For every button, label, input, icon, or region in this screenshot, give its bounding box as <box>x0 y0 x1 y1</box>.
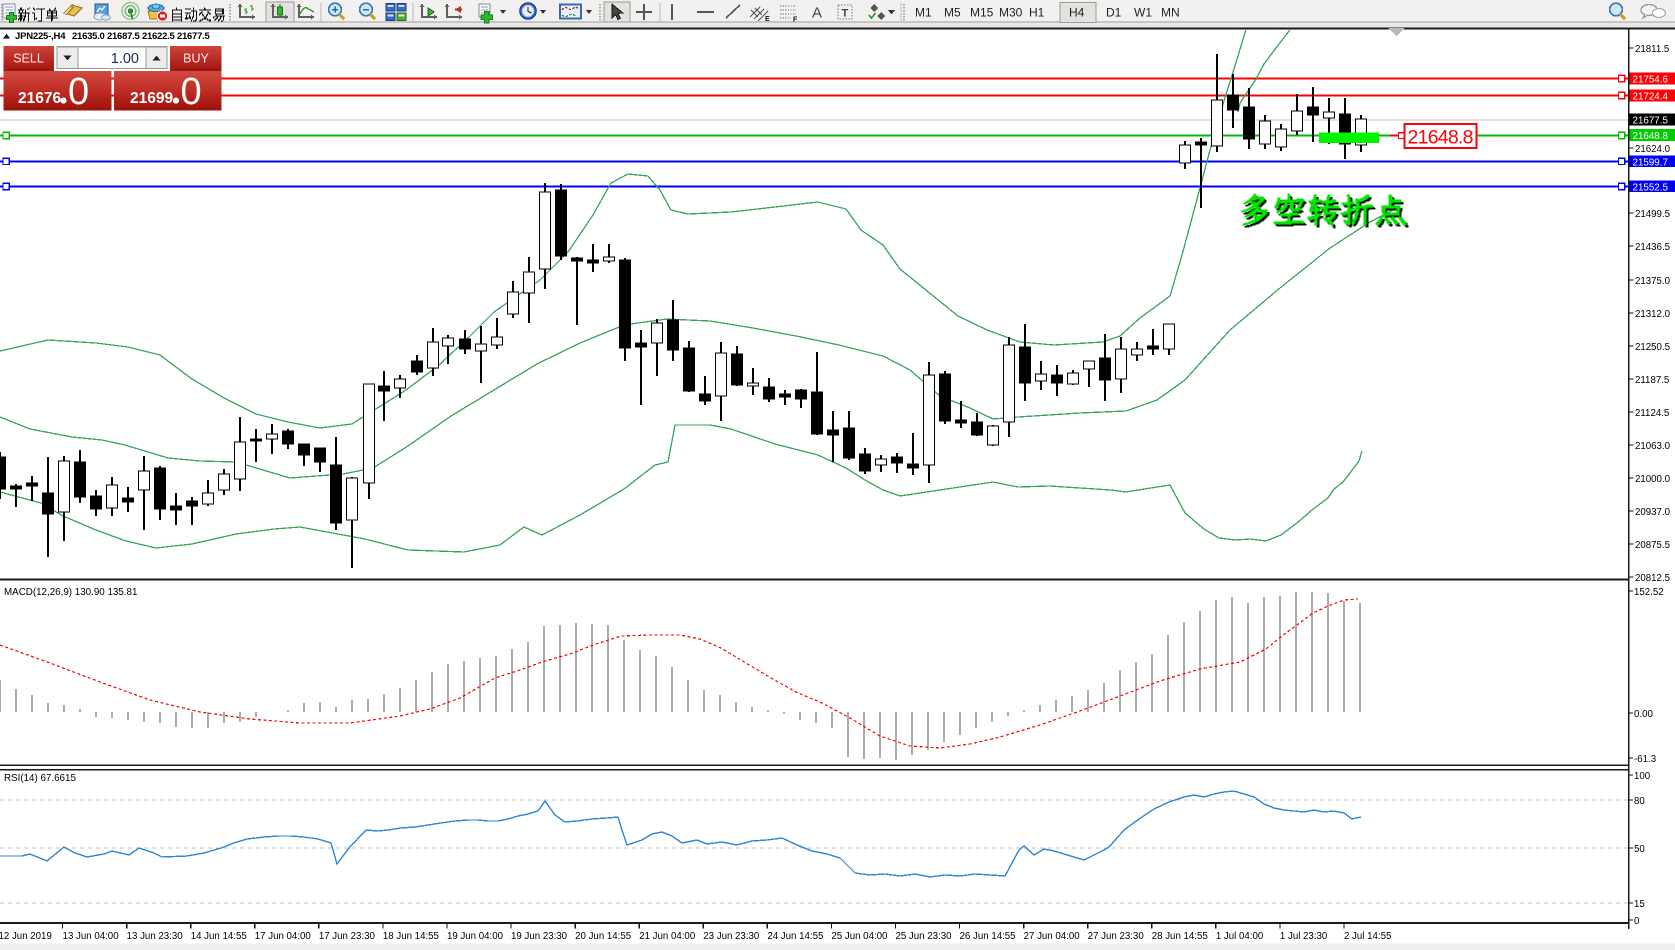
svg-text:25 Jun 04:00: 25 Jun 04:00 <box>831 931 888 942</box>
svg-text:13 Jun 23:30: 13 Jun 23:30 <box>127 931 184 942</box>
svg-text:27 Jun 23:30: 27 Jun 23:30 <box>1088 931 1145 942</box>
svg-text:BUY: BUY <box>183 52 209 66</box>
svg-text:21699: 21699 <box>130 90 173 107</box>
svg-text:1 Jul 04:00: 1 Jul 04:00 <box>1216 931 1264 942</box>
svg-text:20 Jun 14:55: 20 Jun 14:55 <box>575 931 631 942</box>
svg-text:21599.7: 21599.7 <box>1633 158 1668 169</box>
svg-text:F: F <box>793 17 798 24</box>
svg-text:21436.5: 21436.5 <box>1635 242 1670 253</box>
svg-text:21312.0: 21312.0 <box>1635 309 1671 320</box>
svg-text:21187.5: 21187.5 <box>1635 375 1669 386</box>
svg-text:-61.3: -61.3 <box>1634 754 1656 765</box>
svg-text:W1: W1 <box>1134 6 1152 20</box>
svg-text:21754.6: 21754.6 <box>1633 75 1669 86</box>
svg-text:152.52: 152.52 <box>1634 587 1664 598</box>
svg-text:12 Jun 2019: 12 Jun 2019 <box>0 931 52 942</box>
svg-text:E: E <box>765 16 770 23</box>
svg-text:1 Jul 23:30: 1 Jul 23:30 <box>1280 931 1328 942</box>
svg-text:H1: H1 <box>1029 6 1045 20</box>
svg-text:20937.0: 20937.0 <box>1635 507 1671 518</box>
svg-text:26 Jun 14:55: 26 Jun 14:55 <box>960 931 1016 942</box>
svg-text:25 Jun 23:30: 25 Jun 23:30 <box>895 931 952 942</box>
svg-text:A: A <box>812 5 822 22</box>
svg-text:19 Jun 04:00: 19 Jun 04:00 <box>447 931 504 942</box>
svg-text:MACD(12,26,9) 130.90 135.81: MACD(12,26,9) 130.90 135.81 <box>4 587 137 598</box>
svg-text:18 Jun 14:55: 18 Jun 14:55 <box>383 931 439 942</box>
svg-text:17 Jun 04:00: 17 Jun 04:00 <box>255 931 312 942</box>
svg-text:M30: M30 <box>999 6 1023 20</box>
svg-text:21648.8: 21648.8 <box>1633 131 1669 142</box>
svg-text:21375.0: 21375.0 <box>1635 276 1671 287</box>
svg-text:21250.5: 21250.5 <box>1635 342 1670 353</box>
svg-text:50: 50 <box>1634 844 1645 855</box>
svg-text:28 Jun 14:55: 28 Jun 14:55 <box>1152 931 1208 942</box>
svg-text:H4: H4 <box>1069 6 1085 20</box>
svg-text:RSI(14) 67.6615: RSI(14) 67.6615 <box>4 773 76 784</box>
svg-text:M15: M15 <box>970 6 994 20</box>
svg-text:27 Jun 04:00: 27 Jun 04:00 <box>1024 931 1081 942</box>
svg-text:21 Jun 04:00: 21 Jun 04:00 <box>639 931 696 942</box>
svg-text:24 Jun 14:55: 24 Jun 14:55 <box>767 931 823 942</box>
svg-text:20812.5: 20812.5 <box>1635 573 1670 584</box>
svg-text:21000.0: 21000.0 <box>1635 474 1671 485</box>
svg-text:21624.0: 21624.0 <box>1635 144 1671 155</box>
svg-text:M5: M5 <box>944 6 961 20</box>
svg-text:14 Jun 14:55: 14 Jun 14:55 <box>191 931 247 942</box>
svg-text:MN: MN <box>1161 6 1180 20</box>
svg-text:100: 100 <box>1634 771 1651 782</box>
svg-text:15: 15 <box>1634 899 1645 910</box>
svg-text:D1: D1 <box>1106 6 1122 20</box>
svg-text:21635.0 21687.5 21622.5 21677.: 21635.0 21687.5 21622.5 21677.5 <box>72 31 210 42</box>
svg-text:23 Jun 23:30: 23 Jun 23:30 <box>703 931 760 942</box>
svg-text:0: 0 <box>1634 916 1640 927</box>
svg-text:SELL: SELL <box>13 52 44 66</box>
svg-text:0.00: 0.00 <box>1634 709 1653 720</box>
svg-text:21063.0: 21063.0 <box>1635 441 1671 452</box>
svg-text:21124.5: 21124.5 <box>1635 408 1669 419</box>
svg-text:0: 0 <box>181 71 202 113</box>
svg-text:21811.5: 21811.5 <box>1635 44 1669 55</box>
svg-text:80: 80 <box>1634 796 1645 807</box>
svg-text:JPN225-,H4: JPN225-,H4 <box>15 31 66 42</box>
svg-text:0: 0 <box>68 71 89 113</box>
svg-text:20875.5: 20875.5 <box>1635 540 1670 551</box>
svg-text:13 Jun 04:00: 13 Jun 04:00 <box>63 931 120 942</box>
svg-text:21499.5: 21499.5 <box>1635 209 1670 220</box>
svg-text:2 Jul 14:55: 2 Jul 14:55 <box>1344 931 1391 942</box>
svg-text:21648.8: 21648.8 <box>1408 127 1474 149</box>
svg-text:T: T <box>842 8 849 20</box>
svg-text:1.00: 1.00 <box>111 51 139 67</box>
svg-text:19 Jun 23:30: 19 Jun 23:30 <box>511 931 568 942</box>
svg-text:17 Jun 23:30: 17 Jun 23:30 <box>319 931 376 942</box>
svg-text:21676: 21676 <box>18 90 61 107</box>
svg-text:21677.5: 21677.5 <box>1633 116 1669 127</box>
svg-text:21552.5: 21552.5 <box>1633 183 1669 194</box>
svg-text:M1: M1 <box>915 6 932 20</box>
svg-text:21724.4: 21724.4 <box>1633 92 1669 103</box>
